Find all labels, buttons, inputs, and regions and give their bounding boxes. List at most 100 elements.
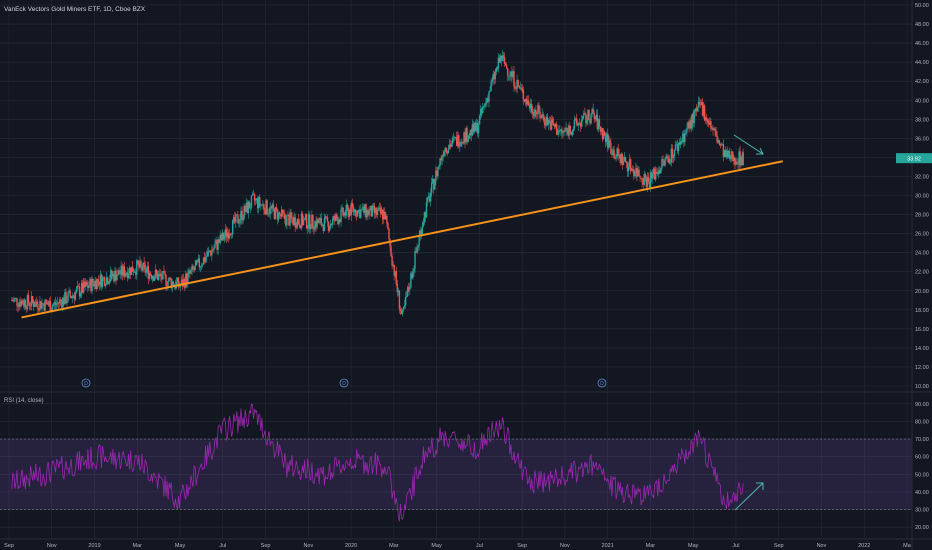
candle-body [340, 209, 342, 222]
price-down-arrow[interactable] [733, 134, 764, 155]
candle-body [202, 257, 205, 265]
price-tick-label: 12.00 [915, 365, 929, 371]
support-trendline[interactable] [21, 160, 784, 319]
candle-body [454, 136, 457, 138]
candle-body [269, 206, 271, 214]
annotation-arrows[interactable] [733, 134, 764, 511]
dividend-marker[interactable] [81, 378, 91, 388]
candle-body [76, 286, 79, 290]
candle-body [317, 219, 319, 224]
candle-body [224, 229, 227, 237]
candle-body [426, 197, 429, 203]
candle-body [427, 196, 430, 198]
candle-body [394, 271, 396, 276]
candle-body [297, 219, 300, 224]
candle-body [667, 156, 669, 159]
candle-body [587, 110, 589, 121]
candle-body [616, 148, 618, 157]
candle-body [328, 227, 331, 231]
candle-body [25, 307, 28, 309]
candle-body [118, 270, 120, 275]
candle-body [590, 113, 592, 124]
candle-body [701, 102, 704, 116]
candle-body [264, 209, 266, 215]
candle-body [421, 226, 424, 236]
rsi-axis[interactable]: 90.00 80.00 70.00 60.00 50.00 40.00 30.00 20.00 [915, 402, 929, 531]
candle-body [567, 129, 569, 136]
candle-body [457, 135, 459, 146]
candle-body [579, 123, 582, 127]
candle-body [628, 159, 631, 168]
candle-body [521, 88, 524, 90]
candle-body [485, 102, 487, 104]
candle-body [35, 301, 37, 307]
candle-body [612, 149, 614, 155]
candle-body [716, 135, 718, 143]
price-tag-label: 33.92 [907, 157, 921, 163]
candle-body [734, 157, 736, 165]
candle-body [688, 122, 690, 129]
candle-body [548, 120, 551, 122]
rsi-tick-label: 80.00 [915, 419, 929, 425]
rsi-up-arrow[interactable] [734, 482, 764, 511]
candle-body [180, 279, 183, 286]
candle-body [167, 281, 169, 287]
candle-body [65, 291, 67, 304]
candle-body [248, 201, 251, 209]
time-axis[interactable]: Sep Nov 2019 Mar May Jul Sep Nov 2020 Mar May Jul Se… [4, 543, 912, 549]
trendline-line[interactable] [21, 160, 784, 319]
candle-body [12, 300, 14, 302]
candle-body [196, 260, 198, 263]
candle-body [668, 158, 670, 164]
candle-body [418, 235, 420, 246]
candle-body [401, 310, 404, 315]
candle-body [721, 144, 724, 145]
candle-body [37, 303, 39, 309]
candle-body [94, 280, 96, 287]
candle-body [622, 161, 625, 165]
candle-body [96, 279, 98, 290]
candle-body [504, 63, 507, 66]
candle-body [665, 155, 667, 159]
candle-body [523, 99, 526, 102]
dividend-marker[interactable] [597, 378, 607, 388]
candle-body [64, 291, 66, 305]
candle-body [109, 279, 111, 283]
price-candles[interactable] [11, 49, 744, 317]
candle-body [49, 301, 52, 312]
time-label: Nov [817, 543, 827, 549]
time-label: Sep [517, 543, 527, 549]
candle-body [469, 129, 471, 136]
candle-body [259, 197, 261, 206]
rsi-line[interactable] [11, 403, 744, 522]
candle-body [140, 260, 142, 266]
candle-body [683, 133, 685, 143]
candle-body [176, 277, 179, 283]
price-axis[interactable]: 50.00 48.00 46.00 44.00 42.00 40.00 38.00 36.00… [915, 3, 929, 390]
candle-body [448, 144, 451, 149]
candle-body [661, 158, 663, 168]
candle-body [424, 212, 427, 218]
candle-body [728, 150, 731, 160]
candle-body [658, 170, 660, 175]
candle-body [693, 111, 695, 124]
candle-body [425, 202, 428, 218]
candle-body [695, 108, 698, 112]
candle-body [347, 207, 350, 217]
candle-body [642, 182, 644, 185]
candle-body [369, 206, 371, 211]
dividend-marker[interactable] [339, 378, 349, 388]
candle-body [310, 228, 312, 230]
candle-body [90, 279, 92, 292]
candle-body [298, 223, 301, 227]
candle-body [85, 282, 87, 288]
candle-body [124, 273, 127, 277]
candle-body [106, 277, 109, 284]
candle-body [428, 196, 431, 202]
candle-body [575, 118, 578, 124]
candle-body [20, 300, 22, 307]
time-label: Jul [219, 543, 226, 549]
candle-body [462, 141, 464, 144]
